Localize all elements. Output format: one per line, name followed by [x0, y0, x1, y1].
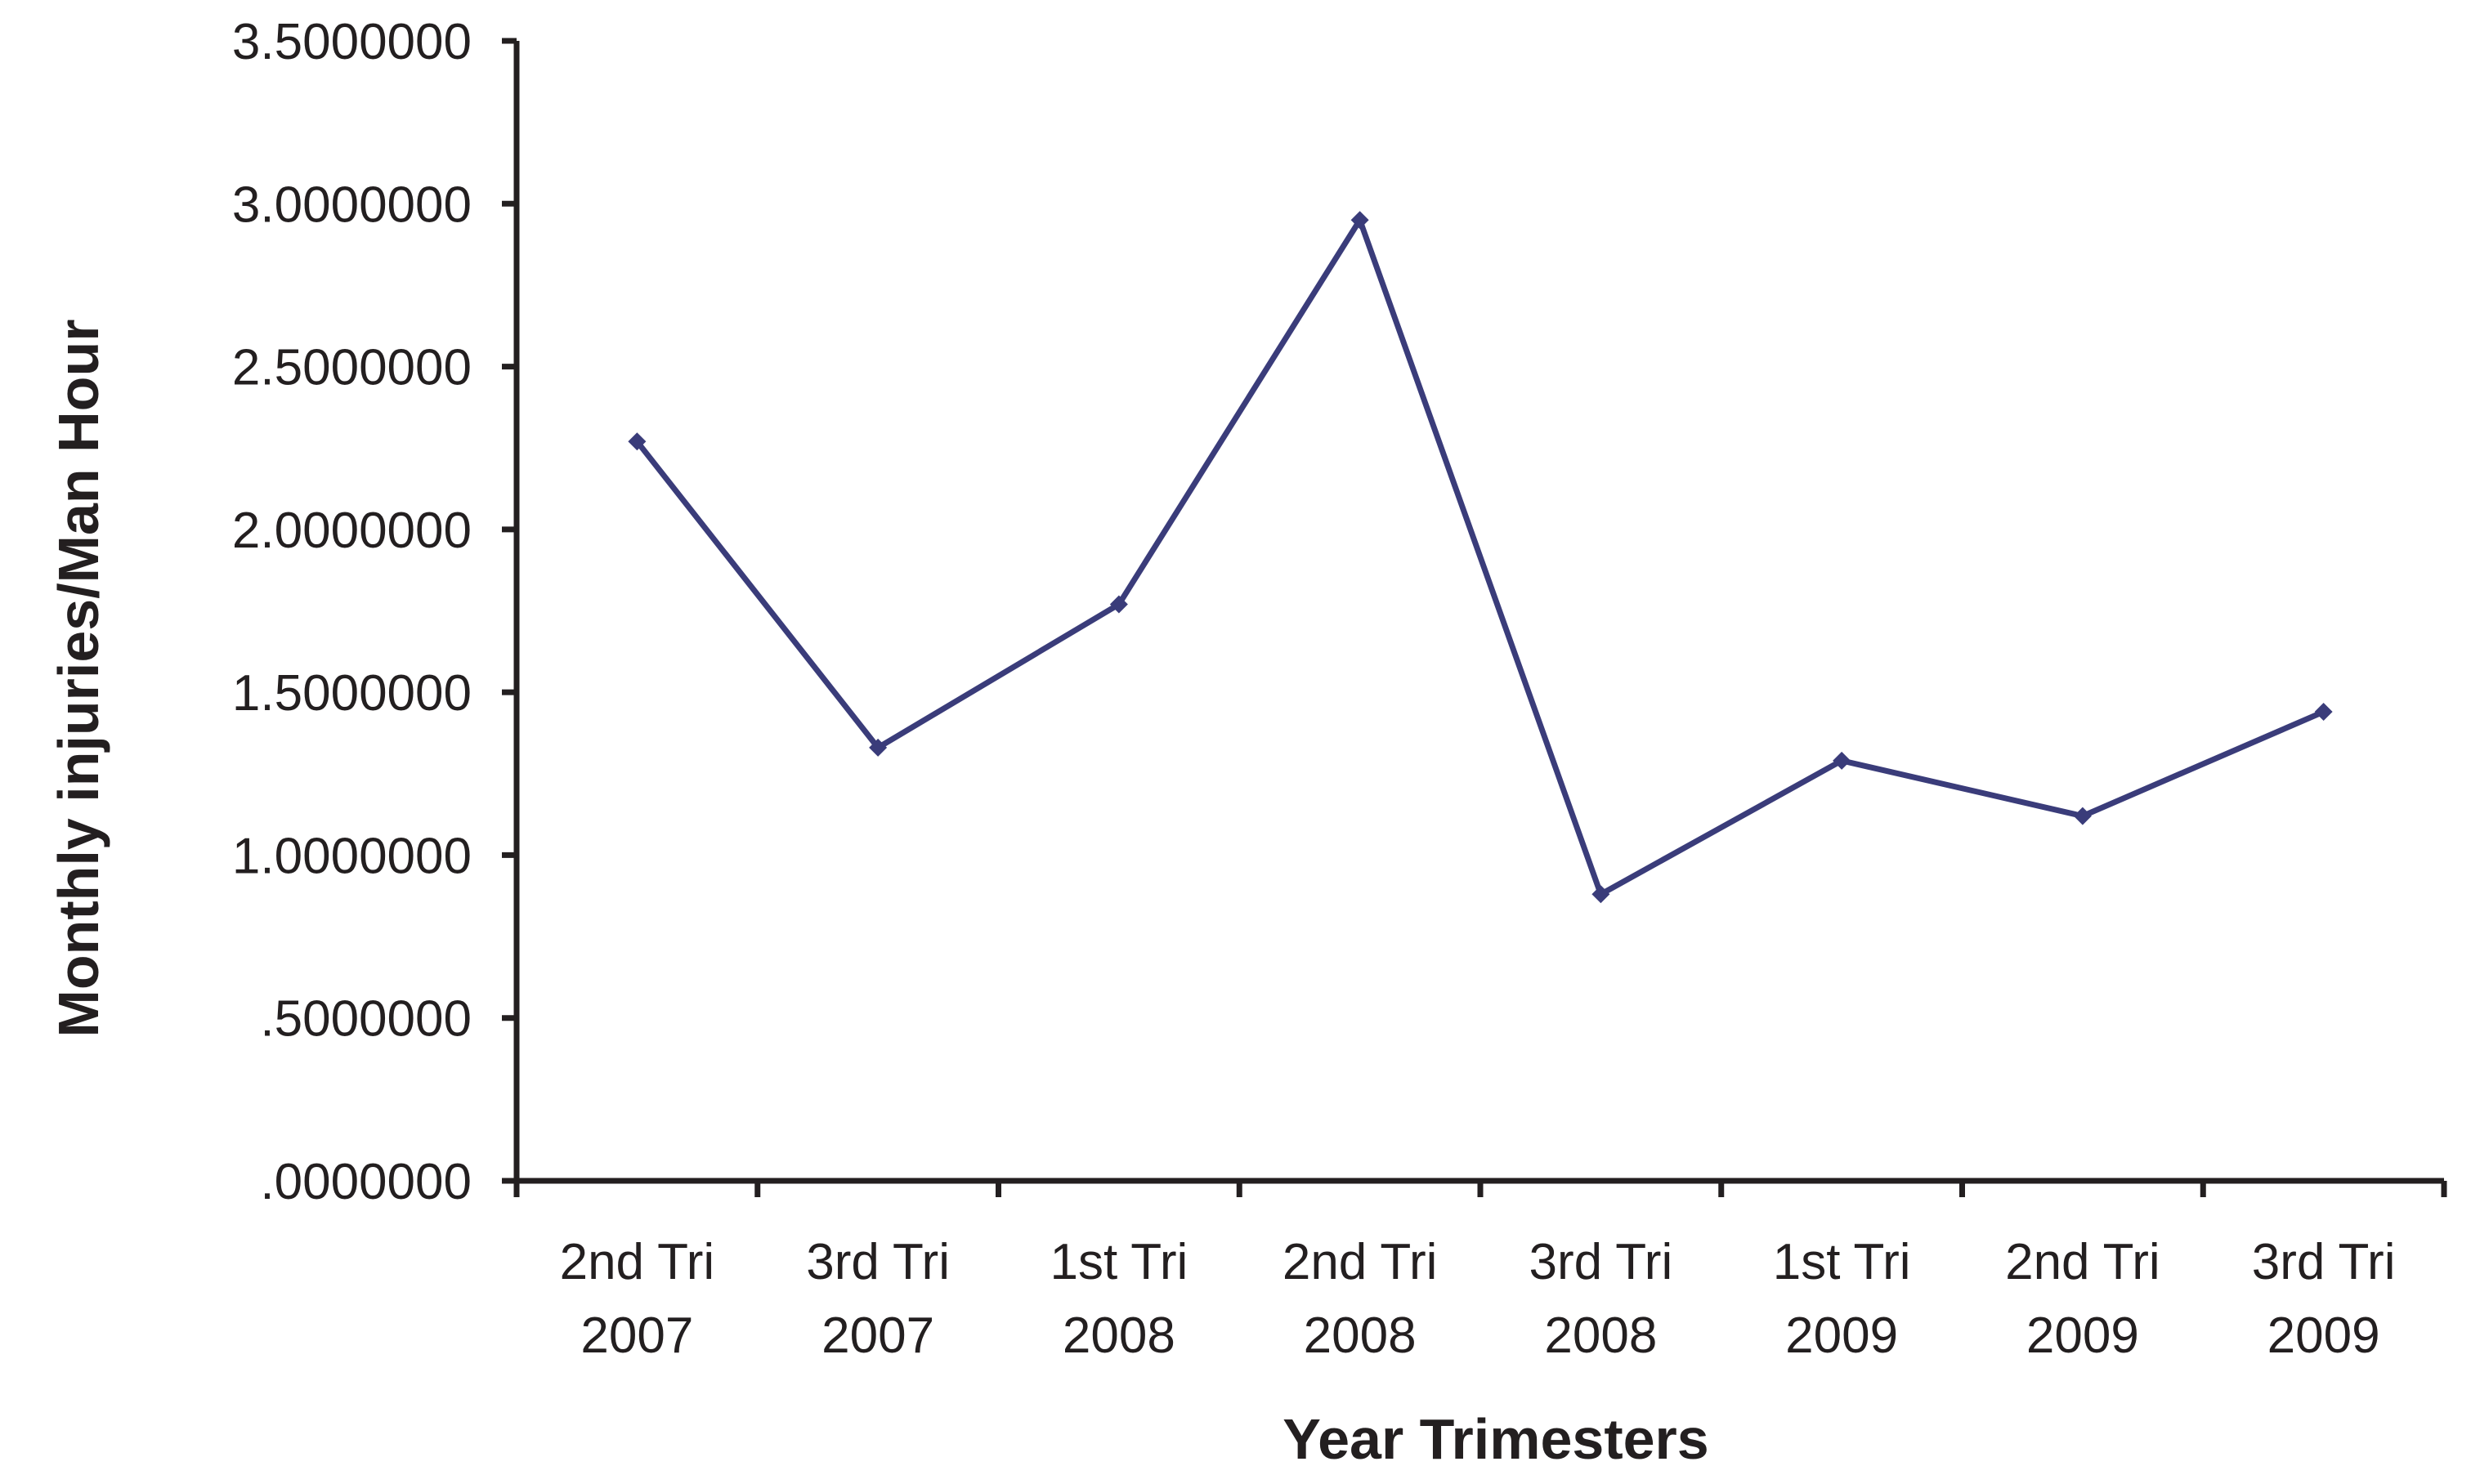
data-point [1109, 595, 1128, 614]
x-tick-label: 3rd Tri 2009 [2252, 1234, 2396, 1364]
y-tick-label: 2.5000000 [232, 340, 472, 396]
x-tick-label: 3rd Tri 2007 [806, 1234, 950, 1364]
y-tick-label: 3.0000000 [232, 177, 472, 233]
series-layer [628, 211, 2333, 904]
data-point [628, 432, 647, 451]
y-axis-ticks: .0000000 .5000000 1.0000000 1.5000000 2.0000… [232, 14, 517, 1210]
y-tick-label: 1.0000000 [232, 828, 472, 884]
data-point [2314, 703, 2333, 722]
data-point [869, 738, 888, 757]
x-tick-label: 2nd Tri 2009 [2005, 1234, 2160, 1364]
y-tick-label: .0000000 [260, 1154, 472, 1210]
x-axis-ticks: 2nd Tri 2007 3rd Tri 2007 1st Tri 2008 2nd Tri… [513, 1181, 2447, 1364]
x-tick-label: 2nd Tri 2007 [560, 1234, 715, 1364]
y-tick-label: 3.5000000 [232, 14, 472, 70]
data-point [2073, 807, 2092, 825]
data-point [1833, 751, 1851, 770]
y-tick-label: .5000000 [260, 991, 472, 1048]
x-tick-label: 3rd Tri 2008 [1529, 1234, 1673, 1364]
y-axis-title: Monthly injuries/Man Hour [47, 320, 110, 1038]
y-tick-label: 2.0000000 [232, 503, 472, 559]
data-point [1591, 885, 1610, 904]
x-tick-label: 1st Tri 2008 [1050, 1234, 1188, 1364]
series-line [634, 213, 2326, 899]
x-axis-title: Year Trimesters [1283, 1407, 1708, 1471]
y-tick-label: 1.5000000 [232, 665, 472, 722]
x-tick-label: 1st Tri 2009 [1773, 1234, 1911, 1364]
x-tick-label: 2nd Tri 2008 [1283, 1234, 1438, 1364]
axes [502, 41, 2444, 1189]
data-point [1350, 211, 1369, 230]
